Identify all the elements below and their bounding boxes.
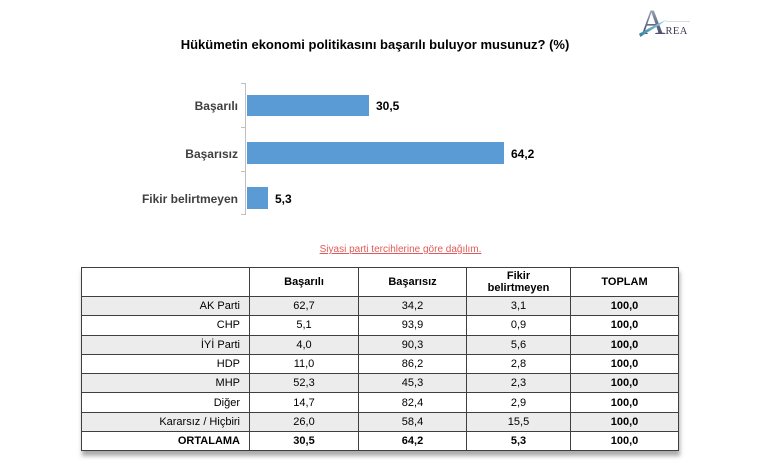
svg-text:A: A bbox=[640, 6, 666, 42]
svg-text:REA: REA bbox=[666, 26, 688, 37]
